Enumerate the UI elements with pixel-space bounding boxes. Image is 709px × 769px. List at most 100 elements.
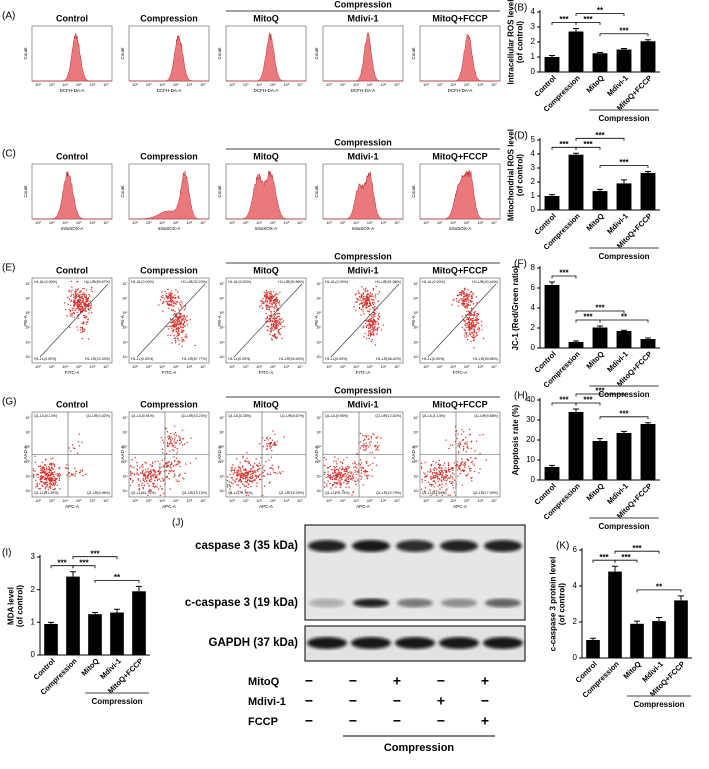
event-dot <box>372 287 375 290</box>
event-dot <box>79 297 81 299</box>
significance-label: *** <box>559 269 569 278</box>
event-dot <box>154 476 156 479</box>
plot-title: Control <box>56 265 88 275</box>
event-dot <box>361 445 363 447</box>
event-dot <box>339 467 341 469</box>
event-dot <box>275 292 277 294</box>
event-dot <box>374 344 377 346</box>
event-dot <box>39 487 41 490</box>
event-dot <box>270 325 272 327</box>
event-dot <box>345 486 347 489</box>
event-dot <box>151 482 154 485</box>
event-dot <box>456 461 459 463</box>
event-dot <box>165 469 168 472</box>
event-dot <box>53 479 55 482</box>
x-tick-label: 10² <box>35 365 41 369</box>
quadrant-label: Q1-UR(15.23%) <box>181 414 207 418</box>
y-tick-label: 1 <box>31 617 36 626</box>
event-dot <box>79 310 82 312</box>
event-dot <box>453 462 455 464</box>
event-dot <box>375 437 377 439</box>
event-dot <box>169 436 171 438</box>
event-dot <box>440 467 442 469</box>
event-dot <box>378 322 380 324</box>
treatment-sign: − <box>305 673 313 689</box>
x-tick-label: 10⁶ <box>381 83 387 87</box>
group-label: Compression <box>633 700 684 709</box>
event-dot <box>172 310 174 312</box>
y-tick-label: 2 <box>573 617 578 626</box>
y-tick-label: 10⁷ <box>25 416 31 420</box>
event-dot <box>228 481 231 483</box>
event-dot <box>352 491 355 493</box>
event-dot <box>78 301 81 303</box>
event-dot <box>463 335 466 337</box>
y-tick-label: 4 <box>573 581 578 590</box>
event-dot <box>150 478 153 480</box>
event-dot <box>44 472 46 475</box>
event-dot <box>80 331 82 334</box>
plot-frame <box>419 25 501 82</box>
error-bar <box>573 408 579 412</box>
event-dot <box>476 317 479 320</box>
event-dot <box>351 471 353 473</box>
event-dot <box>238 466 240 468</box>
event-dot <box>147 476 149 479</box>
y-axis-label: (of control) <box>516 21 525 64</box>
x-tick-label: 10⁵ <box>76 83 82 87</box>
band <box>440 540 478 552</box>
event-dot <box>462 304 464 306</box>
event-dot <box>374 315 376 317</box>
bar <box>44 623 58 655</box>
band <box>396 540 434 552</box>
event-dot <box>48 486 50 488</box>
event-dot <box>56 478 58 480</box>
event-dot <box>476 335 478 337</box>
x-tick-label: 10⁴ <box>256 221 262 225</box>
event-dot <box>77 288 79 290</box>
plot-frame <box>322 277 404 364</box>
x-axis-label: APC-A <box>65 504 79 509</box>
event-dot <box>248 479 251 482</box>
significance-label: *** <box>559 15 569 24</box>
event-dot <box>468 313 471 315</box>
significance-label: ** <box>597 6 604 15</box>
x-tick-label: 10⁷ <box>103 499 109 503</box>
event-dot <box>249 464 252 466</box>
event-dot <box>159 463 161 465</box>
event-dot <box>85 299 88 301</box>
event-dot <box>91 312 93 314</box>
event-dot <box>178 343 180 345</box>
event-dot <box>162 466 164 468</box>
x-tick-label: 10⁷ <box>103 365 109 369</box>
event-dot <box>139 467 141 469</box>
event-dot <box>87 302 90 305</box>
event-dot <box>152 462 154 464</box>
event-dot <box>68 326 71 328</box>
event-dot <box>469 319 471 321</box>
event-dot <box>180 314 182 316</box>
event-dot <box>277 307 279 310</box>
event-dot <box>175 297 177 299</box>
quadrant-label: Q1-UR(12.52%) <box>375 414 401 418</box>
event-dot <box>41 484 43 486</box>
event-dot <box>131 466 133 468</box>
event-dot <box>170 321 172 324</box>
event-dot <box>368 474 370 477</box>
event-dot <box>160 296 162 298</box>
event-dot <box>244 477 247 480</box>
event-dot <box>34 461 37 463</box>
event-dot <box>154 479 156 482</box>
x-tick-label: 10³ <box>243 365 249 369</box>
event-dot <box>336 474 338 476</box>
event-dot <box>232 482 234 485</box>
event-dot <box>468 330 470 332</box>
event-dot <box>433 467 436 469</box>
event-dot <box>365 320 368 322</box>
event-dot <box>267 308 269 311</box>
event-dot <box>44 464 47 466</box>
event-dot <box>179 303 181 306</box>
event-dot <box>464 298 466 300</box>
event-dot <box>472 303 475 305</box>
